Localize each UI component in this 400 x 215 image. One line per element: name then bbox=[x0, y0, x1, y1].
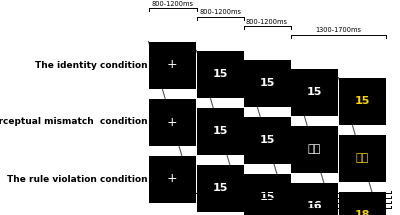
Bar bbox=[244, 174, 290, 215]
Text: 500ms: 500ms bbox=[150, 195, 173, 201]
Text: 15: 15 bbox=[259, 135, 275, 145]
Text: 15: 15 bbox=[212, 183, 228, 193]
Bar bbox=[148, 98, 196, 146]
Text: The perceptual mismatch  condition: The perceptual mismatch condition bbox=[0, 118, 148, 126]
Bar bbox=[196, 108, 244, 155]
Text: +: + bbox=[167, 58, 177, 72]
Bar bbox=[244, 117, 290, 163]
Text: 500ms: 500ms bbox=[246, 204, 268, 210]
Bar bbox=[244, 60, 290, 106]
Text: 15: 15 bbox=[259, 78, 275, 88]
Bar bbox=[148, 41, 196, 89]
Bar bbox=[338, 77, 386, 124]
Text: 18: 18 bbox=[354, 210, 370, 215]
Text: 800-1200ms: 800-1200ms bbox=[152, 0, 194, 6]
Text: 十五: 十五 bbox=[355, 153, 369, 163]
Bar bbox=[338, 192, 386, 215]
Bar bbox=[290, 69, 338, 115]
Bar bbox=[196, 164, 244, 212]
Bar bbox=[148, 155, 196, 203]
Text: 15: 15 bbox=[259, 192, 275, 202]
Text: 15: 15 bbox=[306, 87, 322, 97]
Text: The identity condition: The identity condition bbox=[35, 60, 148, 69]
Text: 15: 15 bbox=[212, 126, 228, 136]
Text: 800-1200ms: 800-1200ms bbox=[246, 18, 288, 25]
Bar bbox=[338, 135, 386, 181]
Text: 15: 15 bbox=[212, 69, 228, 79]
Bar bbox=[196, 51, 244, 97]
Text: 500ms: 500ms bbox=[292, 209, 315, 215]
Text: 十五: 十五 bbox=[307, 144, 321, 154]
Bar bbox=[290, 126, 338, 172]
Bar bbox=[290, 183, 338, 215]
Text: 15: 15 bbox=[354, 96, 370, 106]
Text: +: + bbox=[167, 115, 177, 129]
Text: 800-1200ms: 800-1200ms bbox=[199, 9, 241, 15]
Text: 16: 16 bbox=[306, 201, 322, 211]
Text: +: + bbox=[167, 172, 177, 186]
Text: 1300-1700ms: 1300-1700ms bbox=[315, 28, 361, 34]
Text: The rule violation condition: The rule violation condition bbox=[7, 175, 148, 183]
Text: 500ms: 500ms bbox=[198, 200, 221, 206]
